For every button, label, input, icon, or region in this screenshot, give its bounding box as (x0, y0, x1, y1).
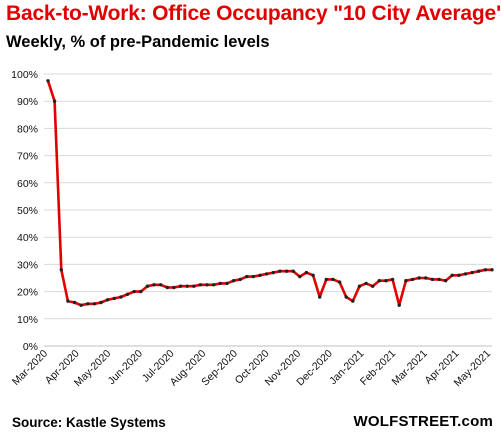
x-axis-ticks: Mar-2020Apr-2020May-2020Jun-2020Jul-2020… (10, 348, 493, 390)
y-tick-label: 20% (17, 287, 38, 299)
data-point (304, 270, 309, 275)
data-point (443, 279, 448, 283)
data-point (178, 284, 183, 288)
data-point (278, 269, 282, 273)
data-point (271, 270, 275, 275)
chart-subtitle: Weekly, % of pre-Pandemic levels (6, 33, 270, 51)
data-point (284, 269, 289, 273)
y-tick-label: 0% (23, 341, 38, 353)
data-point (490, 268, 494, 272)
data-point (477, 269, 481, 273)
data-point (192, 284, 196, 288)
data-point (357, 284, 362, 288)
data-point (311, 273, 315, 277)
series-occupancy (46, 79, 494, 307)
data-point (59, 268, 63, 272)
data-point (79, 303, 83, 307)
data-point (66, 299, 70, 303)
chart-title: Back-to-Work: Office Occupancy "10 City … (6, 2, 501, 25)
data-point (251, 274, 256, 279)
data-point (371, 284, 375, 288)
data-point (159, 283, 163, 287)
data-point (483, 268, 488, 272)
data-point (344, 295, 348, 299)
y-tick-label: 50% (17, 205, 38, 217)
data-point (298, 274, 302, 279)
y-tick-label: 70% (17, 151, 38, 163)
data-point (152, 283, 156, 287)
data-point (265, 272, 269, 276)
data-point (245, 274, 249, 279)
data-point (145, 284, 150, 288)
data-point (397, 303, 401, 307)
data-point (470, 270, 474, 275)
data-point (231, 279, 236, 283)
data-point (351, 299, 355, 303)
data-point (46, 79, 50, 83)
data-point (52, 99, 57, 103)
data-point (337, 280, 342, 284)
data-point (410, 277, 415, 282)
data-point (92, 302, 97, 306)
data-point (417, 276, 421, 280)
y-axis-ticks: 0% 10% 20% 30% 40% 50% 60% 70% 80% 90% 100% (11, 69, 38, 353)
data-point (139, 289, 143, 294)
data-point (72, 300, 77, 305)
data-point (430, 277, 435, 282)
data-point (324, 277, 328, 282)
y-tick-label: 90% (17, 96, 38, 108)
data-point (218, 281, 222, 286)
data-point (384, 279, 388, 283)
data-point (424, 276, 428, 280)
data-point (86, 302, 90, 306)
y-tick-label: 10% (17, 314, 38, 326)
data-point (331, 277, 335, 282)
brand-watermark: WOLFSTREET.com (353, 413, 493, 430)
data-point (185, 284, 189, 288)
data-point (198, 283, 203, 287)
data-point (457, 273, 461, 277)
data-point (172, 285, 176, 290)
data-point (258, 273, 262, 277)
y-tick-label: 100% (11, 69, 38, 81)
x-tick-label: Mar-2020 (10, 348, 50, 388)
data-point (112, 296, 117, 301)
data-point (99, 300, 103, 305)
data-point (318, 295, 322, 299)
data-point (291, 269, 295, 273)
y-tick-label: 30% (17, 259, 38, 271)
data-point (225, 281, 229, 286)
data-point (238, 277, 242, 282)
y-tick-label: 80% (17, 123, 38, 135)
data-point (165, 285, 169, 290)
y-tick-label: 60% (17, 178, 38, 190)
data-point (390, 277, 395, 282)
x-tick-label: Jun-2020 (106, 348, 146, 388)
data-point (450, 273, 454, 277)
data-point (404, 279, 408, 283)
gridlines (44, 73, 492, 320)
data-point (119, 295, 123, 299)
data-point (125, 292, 130, 296)
data-point (212, 283, 216, 287)
data-point (105, 298, 110, 302)
data-point (377, 279, 381, 283)
data-point (463, 272, 468, 276)
data-point (437, 277, 441, 282)
y-tick-label: 40% (17, 232, 38, 244)
data-point (205, 283, 209, 287)
data-point (132, 289, 136, 294)
data-point (364, 281, 368, 286)
series-line (46, 80, 492, 307)
source-note: Source: Kastle Systems (12, 415, 166, 430)
